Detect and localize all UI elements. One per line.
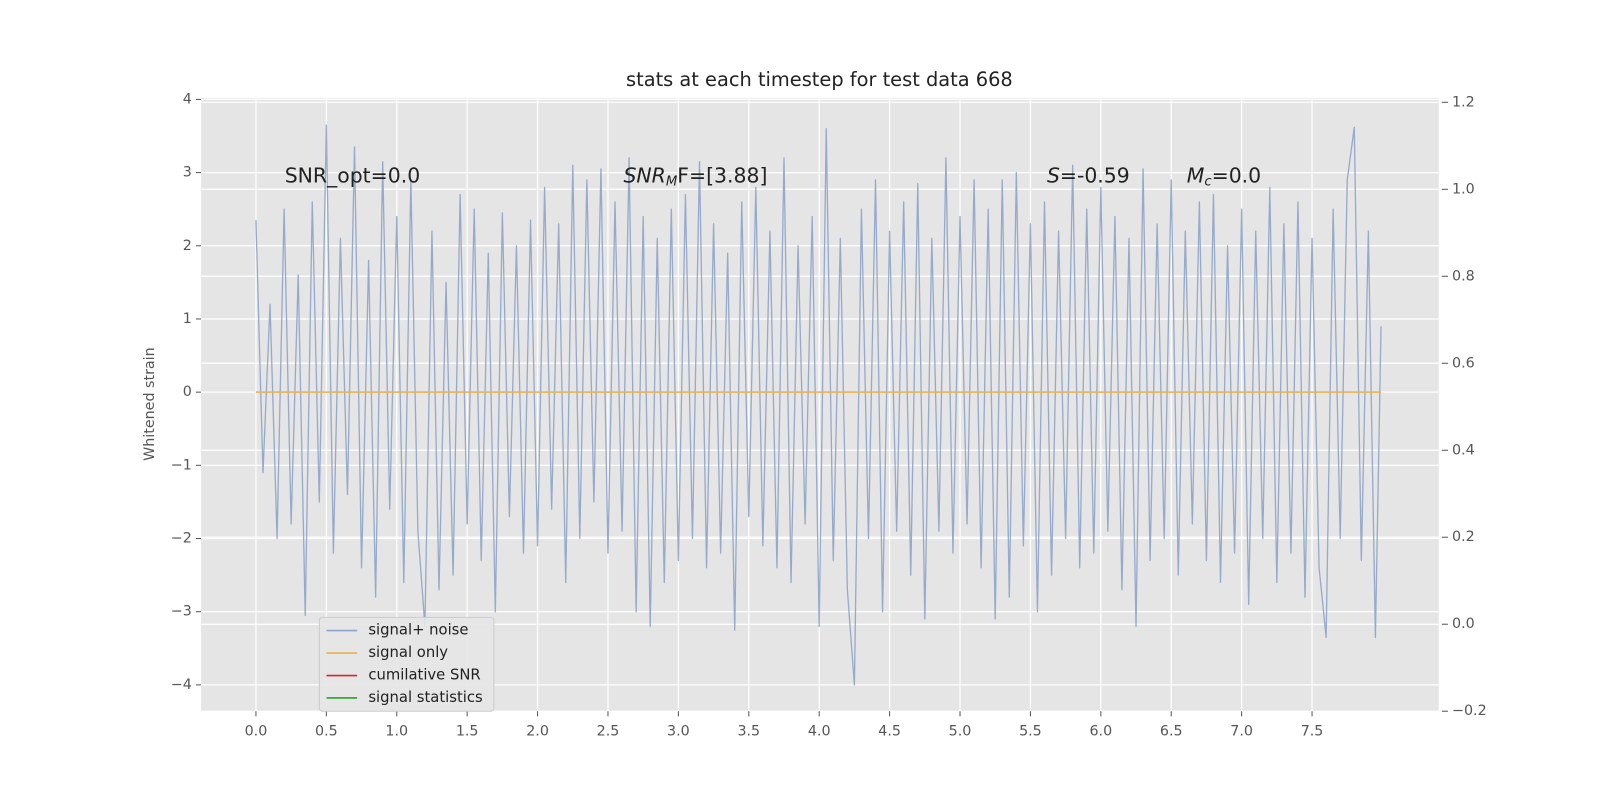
- y-tick-label: 3: [183, 165, 192, 181]
- annotation: Mc=0.0: [1187, 164, 1261, 190]
- annotations: SNR_opt=0.0 SNRMF=[3.88] S=-0.59 Mc=0.0: [285, 164, 1261, 190]
- y-tick-label: 2: [183, 238, 192, 254]
- legend-label: cumilative SNR: [368, 667, 480, 684]
- annotation: SNRMF=[3.88]: [623, 164, 767, 190]
- y-tick-label: −4: [171, 677, 192, 693]
- legend-label: signal only: [368, 644, 448, 661]
- x-tick-label: 7.5: [1301, 724, 1324, 740]
- x-tick-label: 4.5: [878, 724, 901, 740]
- legend: signal+ noise signal only cumilative SNR si…: [318, 616, 495, 712]
- x-tick-label: 2.0: [526, 724, 549, 740]
- annotation-subscript: c: [1204, 175, 1212, 190]
- x-tick-label: 6.0: [1089, 724, 1112, 740]
- legend-box: [318, 616, 495, 712]
- x-tick-label: 3.0: [667, 724, 690, 740]
- x-tick-label: 3.5: [737, 724, 760, 740]
- x-tick-label: 1.0: [385, 724, 408, 740]
- y-tick-label: 0: [183, 384, 192, 400]
- chart-title: stats at each timestep for test data 668: [626, 68, 1013, 91]
- axes: 0.0 0.5 1.0 1.5 2.0 2.5 3.0 3.5 4.0 4.5 5.0 5.5 6.0 6…: [171, 91, 1487, 739]
- x-tick-label: 0.5: [315, 724, 338, 740]
- x-tick-label: 5.0: [949, 724, 972, 740]
- y2-tick-label: −0.2: [1452, 703, 1487, 719]
- annotation: S=-0.59: [1047, 164, 1130, 188]
- legend-label: signal statistics: [368, 689, 482, 706]
- annotation-subscript: M: [666, 175, 678, 190]
- y2-tick-label: 0.6: [1452, 355, 1475, 371]
- series-lines: [255, 124, 1382, 686]
- x-tick-label: 2.5: [597, 724, 620, 740]
- annotation-symbol: SNR: [623, 164, 665, 188]
- x-tick-label: 4.0: [808, 724, 831, 740]
- y-axis-label: Whitened strain: [142, 347, 158, 461]
- x-tick-label: 0.0: [245, 724, 268, 740]
- series-line: [255, 124, 1382, 686]
- annotation-tail: =0.0: [1212, 164, 1262, 188]
- x-tick-label: 1.5: [456, 724, 479, 740]
- annotation-symbol: S: [1047, 164, 1060, 188]
- annotation: SNR_opt=0.0: [285, 164, 421, 189]
- y2-tick-label: 1.0: [1452, 181, 1475, 197]
- annotation-tail: F=[3.88]: [677, 164, 767, 188]
- annotation-text: SNR_opt=0.0: [285, 164, 421, 189]
- y-tick-label: 1: [183, 311, 192, 327]
- y2-tick-label: 0.4: [1452, 442, 1475, 458]
- y-tick-label: −2: [171, 531, 192, 547]
- x-tick-label: 5.5: [1019, 724, 1042, 740]
- x-tick-label: 6.5: [1160, 724, 1183, 740]
- y-tick-label: −3: [171, 604, 192, 620]
- x-tick-label: 7.0: [1230, 724, 1253, 740]
- y2-tick-label: 0.2: [1452, 529, 1475, 545]
- y2-tick-label: 1.2: [1452, 94, 1475, 110]
- annotation-symbol: M: [1187, 164, 1205, 188]
- y-tick-label: 4: [183, 91, 192, 107]
- legend-label: signal+ noise: [368, 622, 468, 639]
- y2-tick-label: 0.0: [1452, 616, 1475, 632]
- annotation-tail: =-0.59: [1060, 164, 1130, 188]
- y-tick-label: −1: [171, 457, 192, 473]
- y2-tick-label: 0.8: [1452, 268, 1475, 284]
